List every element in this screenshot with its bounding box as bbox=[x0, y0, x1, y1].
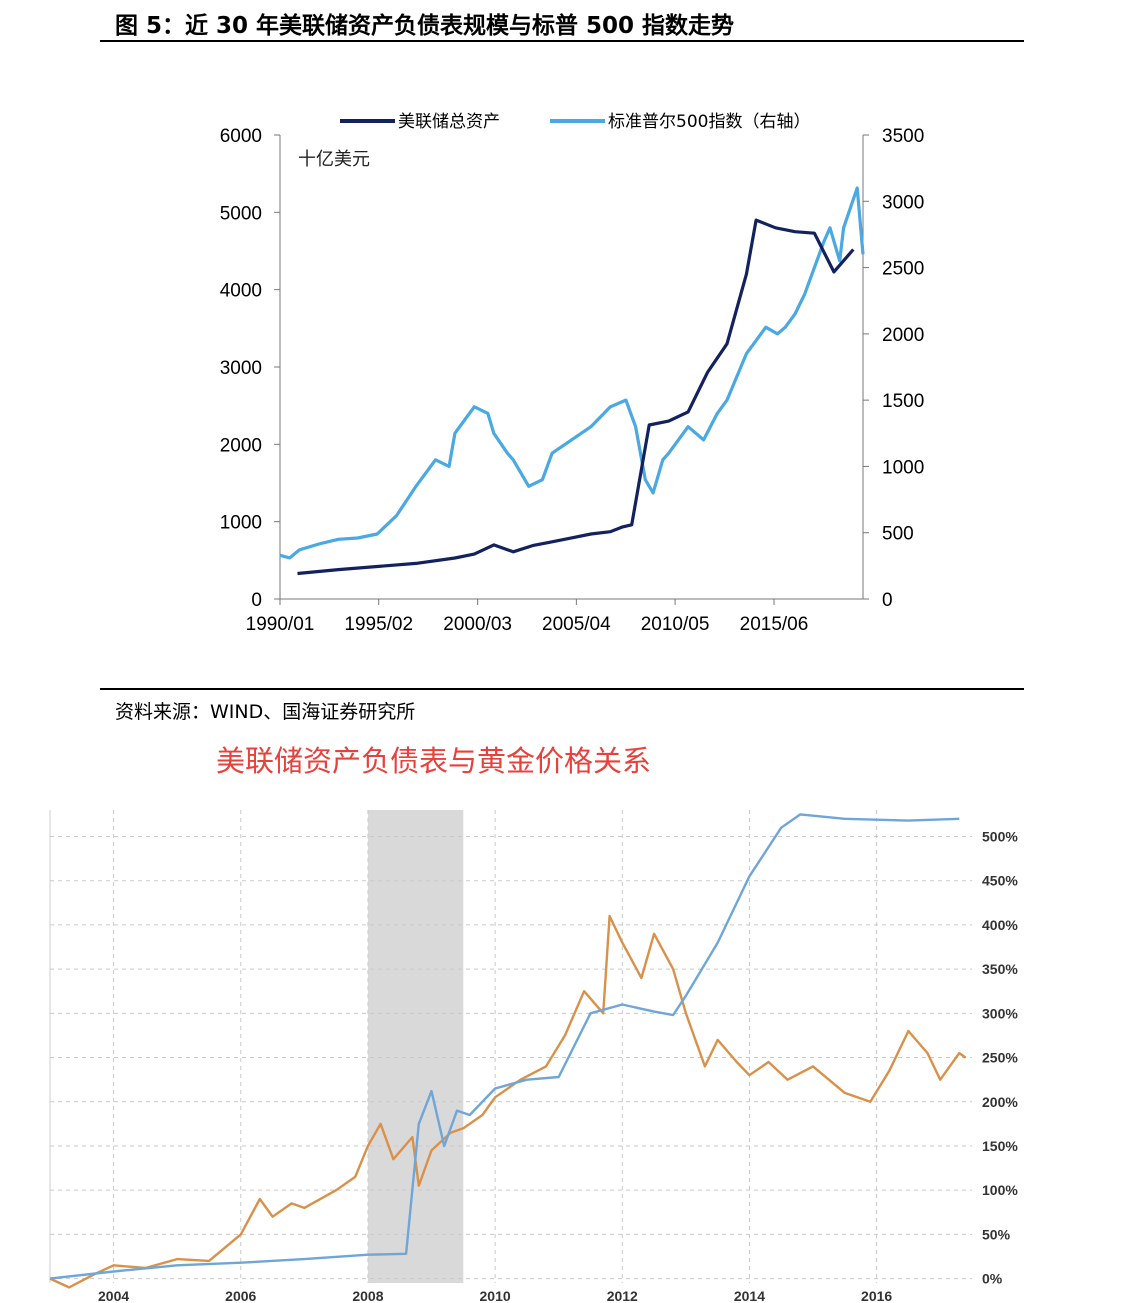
figure-title: 图 5：近 30 年美联储资产负债表规模与标普 500 指数走势 bbox=[115, 13, 735, 39]
y-tick-label: 100% bbox=[982, 1182, 1018, 1198]
right-tick-label: 3500 bbox=[882, 126, 924, 147]
right-tick-label: 2000 bbox=[882, 325, 924, 346]
fed-sp500-chart: 美联储总资产 标准普尔500指数（右轴） 十亿美元 0 1000 2000 3000 4… bbox=[220, 112, 925, 635]
y-tick-label: 500% bbox=[982, 829, 1018, 845]
x-tick-label: 2006 bbox=[225, 1288, 256, 1303]
legend-label-sp500: 标准普尔500指数（右轴） bbox=[608, 112, 810, 132]
right-tick-label: 500 bbox=[882, 524, 914, 545]
y-tick-label: 50% bbox=[982, 1226, 1011, 1242]
x-tick-label: 2004 bbox=[98, 1288, 129, 1303]
series-line-sp500 bbox=[279, 186, 865, 560]
title-rule bbox=[100, 40, 1024, 42]
x-tick-label: 2014 bbox=[734, 1288, 765, 1303]
x-tick-label: 1995/02 bbox=[344, 614, 413, 635]
left-tick-label: 0 bbox=[251, 590, 262, 611]
x-tick-label: 2010 bbox=[480, 1288, 511, 1303]
x-tick-label: 2008 bbox=[352, 1288, 383, 1303]
gold-chart-title: 美联储资产负债表与黄金价格关系 bbox=[216, 744, 652, 778]
x-tick-label: 1990/01 bbox=[246, 614, 315, 635]
x-tick-label: 2015/06 bbox=[740, 614, 809, 635]
y-tick-label: 200% bbox=[982, 1094, 1018, 1110]
left-tick-label: 6000 bbox=[220, 126, 262, 147]
left-tick-label: 1000 bbox=[220, 513, 262, 534]
left-tick-label: 4000 bbox=[220, 281, 262, 302]
left-tick-label: 5000 bbox=[220, 203, 262, 224]
x-tick-label: 2012 bbox=[607, 1288, 638, 1303]
series-line-gold bbox=[49, 914, 967, 1289]
right-tick-label: 1000 bbox=[882, 457, 924, 478]
y-tick-label: 150% bbox=[982, 1138, 1018, 1154]
y-tick-label: 300% bbox=[982, 1005, 1018, 1021]
right-tick-label: 3000 bbox=[882, 192, 924, 213]
x-tick-label: 2010/05 bbox=[641, 614, 710, 635]
x-tick-label: 2005/04 bbox=[542, 614, 611, 635]
right-tick-label: 2500 bbox=[882, 259, 924, 280]
source-note: 资料来源：WIND、国海证券研究所 bbox=[115, 701, 416, 723]
left-tick-label: 2000 bbox=[220, 435, 262, 456]
left-tick-label: 3000 bbox=[220, 358, 262, 379]
x-tick-label: 2016 bbox=[861, 1288, 892, 1303]
series-line-fed-assets bbox=[297, 218, 855, 576]
y-tick-label: 450% bbox=[982, 873, 1018, 889]
legend-label-fed-assets: 美联储总资产 bbox=[398, 112, 500, 132]
y-tick-label: 400% bbox=[982, 917, 1018, 933]
x-tick-label: 2000/03 bbox=[443, 614, 512, 635]
y-tick-label: 250% bbox=[982, 1050, 1018, 1066]
unit-label: 十亿美元 bbox=[298, 149, 370, 170]
series-line-fed-balance bbox=[49, 813, 960, 1280]
recession-shading bbox=[367, 810, 464, 1283]
right-tick-label: 0 bbox=[882, 590, 893, 611]
source-rule bbox=[100, 688, 1024, 690]
y-tick-label: 0% bbox=[982, 1271, 1003, 1287]
y-tick-label: 350% bbox=[982, 961, 1018, 977]
right-tick-label: 1500 bbox=[882, 391, 924, 412]
